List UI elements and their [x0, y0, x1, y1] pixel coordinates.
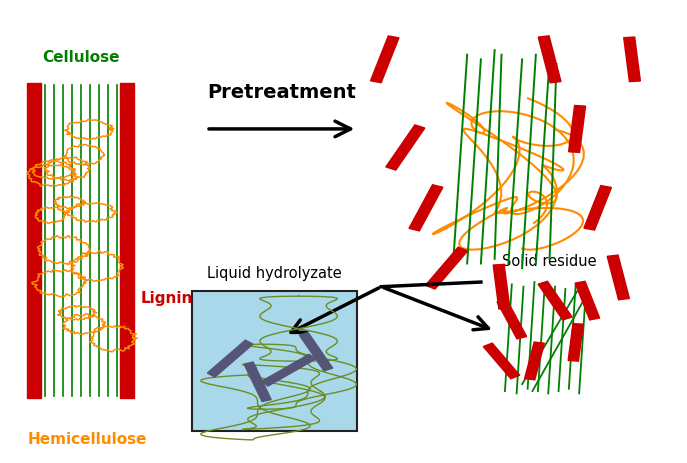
Bar — [386, 125, 425, 171]
Bar — [409, 185, 443, 232]
Bar — [538, 37, 561, 84]
Bar — [244, 362, 271, 402]
Text: Lignin: Lignin — [141, 290, 193, 305]
Bar — [192, 292, 357, 431]
Text: Liquid hydrolyzate: Liquid hydrolyzate — [207, 265, 342, 280]
Bar — [425, 248, 468, 289]
Bar — [207, 340, 253, 377]
Bar — [262, 355, 315, 386]
Bar — [584, 186, 611, 231]
Bar — [484, 344, 519, 379]
Bar — [300, 333, 333, 371]
Bar — [27, 83, 41, 398]
Text: Solid residue: Solid residue — [502, 254, 597, 269]
Text: Hemicellulose: Hemicellulose — [27, 431, 147, 445]
Bar — [120, 83, 134, 398]
Bar — [569, 106, 585, 153]
Bar — [493, 265, 510, 309]
Bar — [624, 38, 640, 82]
Bar — [370, 37, 399, 83]
Bar — [538, 282, 572, 320]
Bar — [575, 282, 600, 320]
Text: Pretreatment: Pretreatment — [207, 83, 356, 102]
Bar — [497, 300, 527, 339]
Bar — [568, 324, 583, 362]
Bar — [525, 342, 544, 380]
Text: Cellulose: Cellulose — [42, 50, 120, 65]
Bar — [607, 256, 629, 300]
